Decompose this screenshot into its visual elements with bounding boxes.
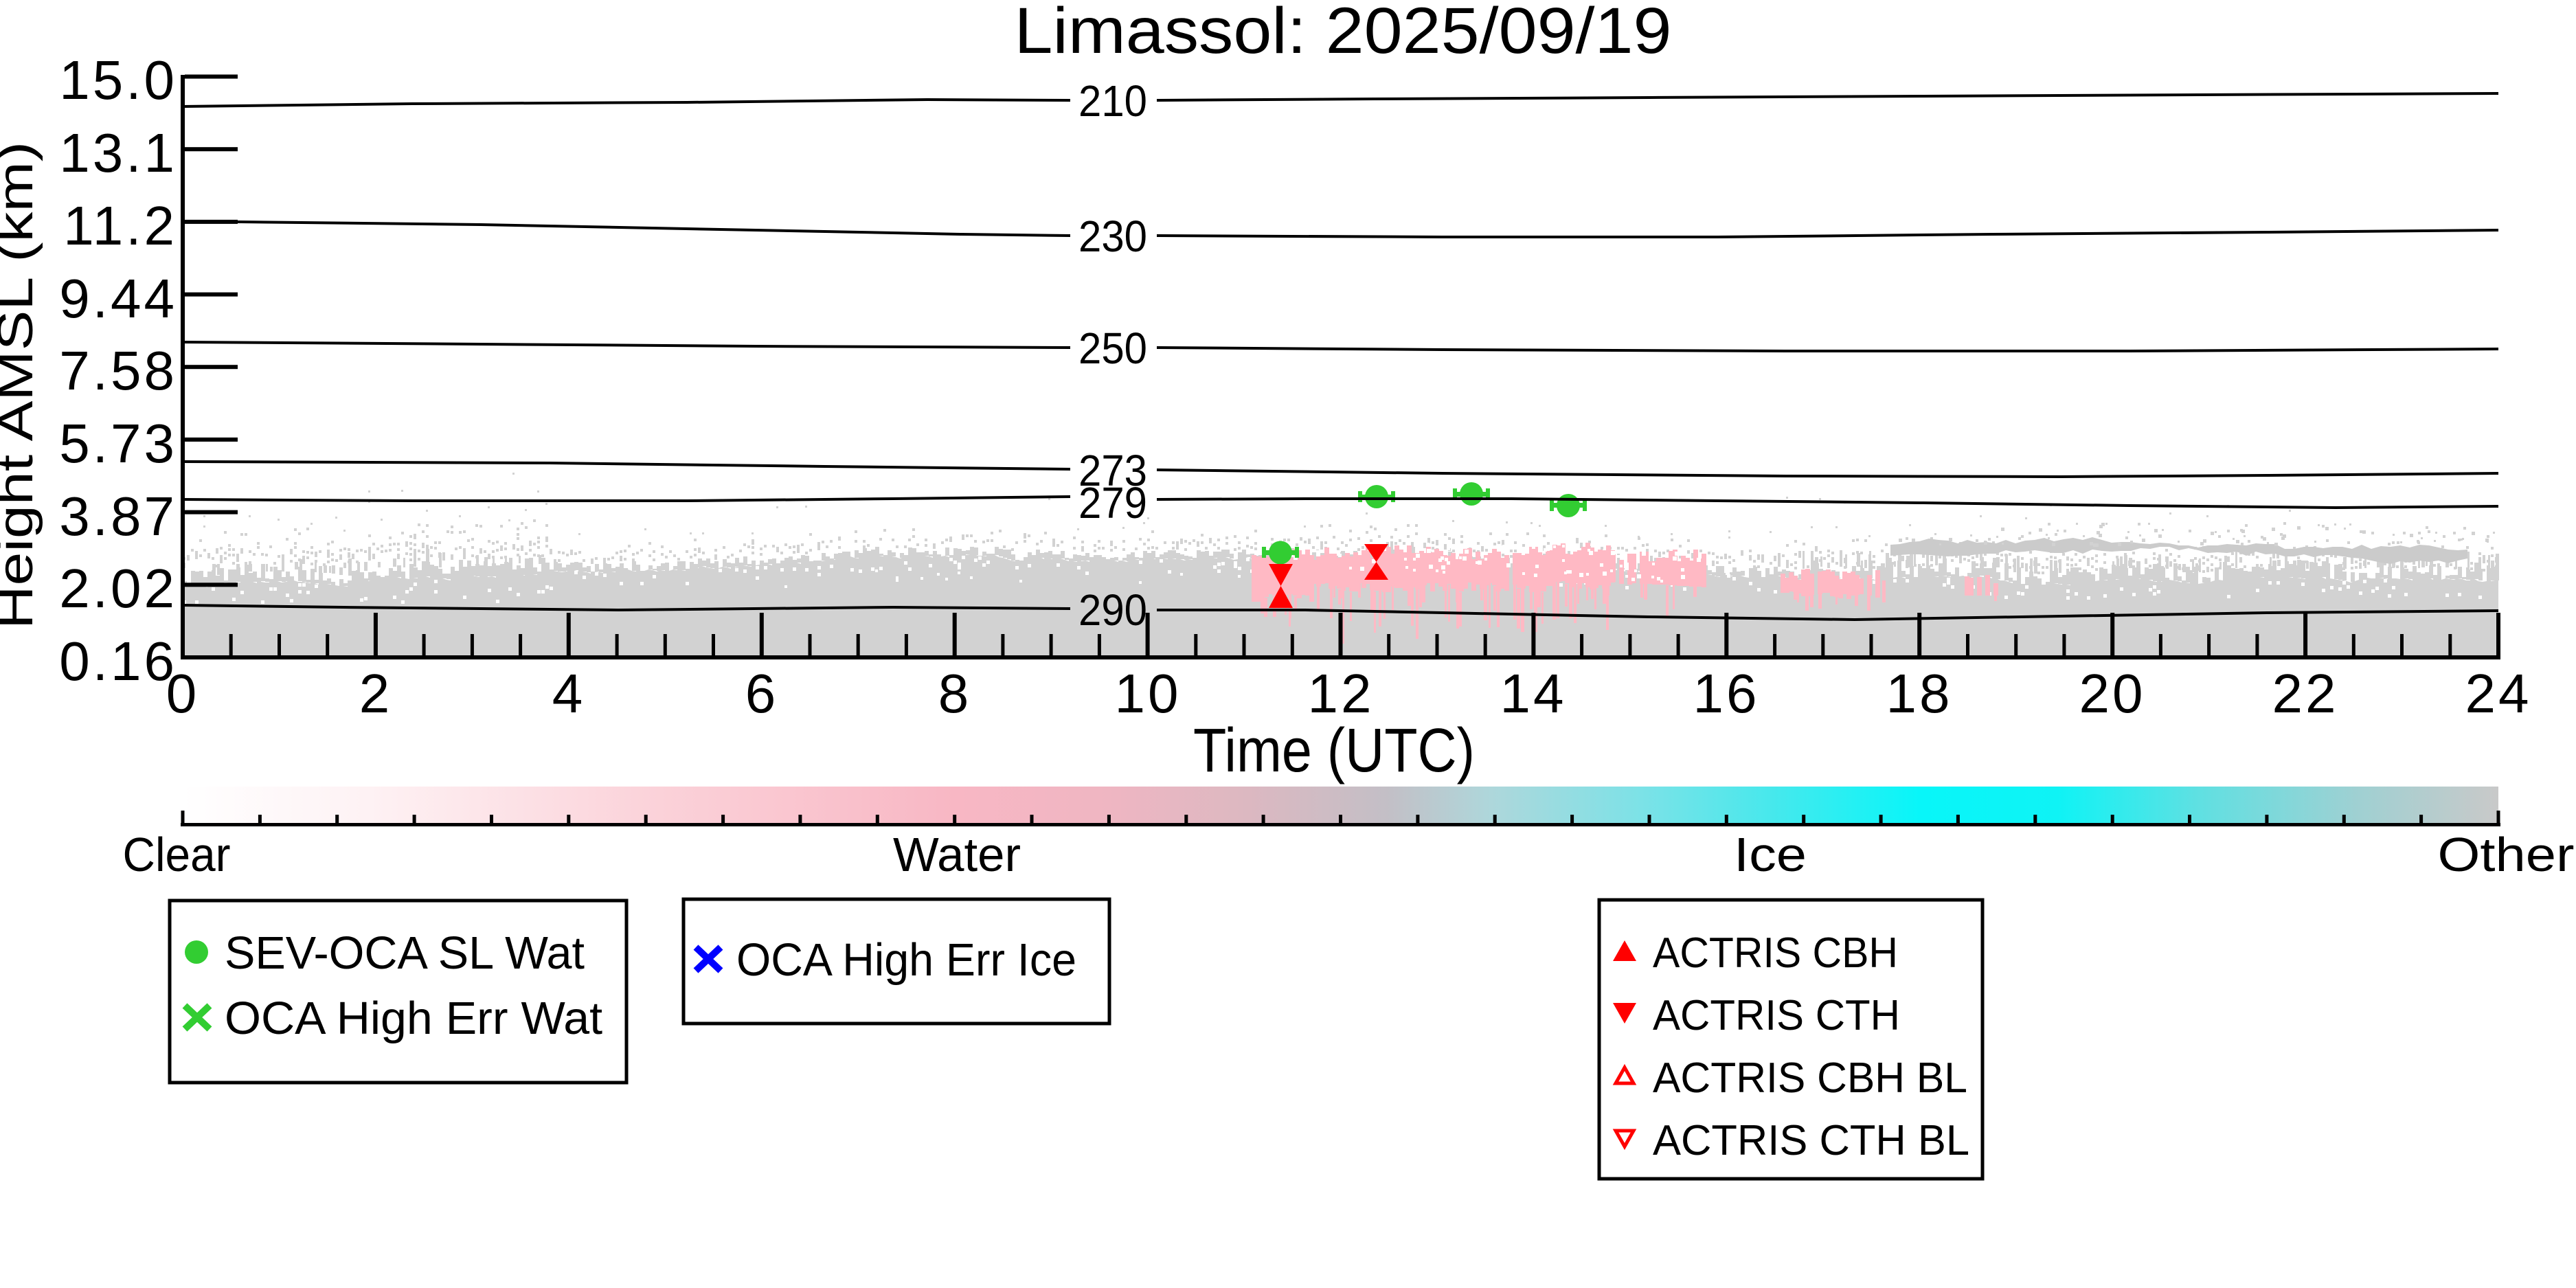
- svg-text:0: 0: [166, 663, 200, 724]
- svg-text:13.1: 13.1: [59, 122, 177, 183]
- svg-text:16: 16: [1693, 663, 1760, 724]
- svg-text:15.0: 15.0: [59, 49, 177, 111]
- svg-text:0.16: 0.16: [59, 631, 177, 692]
- svg-text:Other: Other: [2438, 828, 2575, 881]
- svg-text:6: 6: [745, 663, 779, 724]
- svg-text:22: 22: [2272, 663, 2339, 724]
- svg-text:24: 24: [2465, 663, 2532, 724]
- svg-text:273: 273: [1078, 446, 1147, 495]
- svg-text:OCA High Err Wat: OCA High Err Wat: [225, 993, 602, 1044]
- svg-text:4: 4: [552, 663, 586, 724]
- svg-text:279: 279: [1078, 478, 1147, 528]
- svg-text:250: 250: [1078, 324, 1147, 373]
- svg-text:Ice: Ice: [1734, 828, 1807, 881]
- svg-text:OCA High Err Ice: OCA High Err Ice: [736, 934, 1076, 986]
- svg-text:3.87: 3.87: [59, 486, 177, 547]
- svg-text:8: 8: [938, 663, 972, 724]
- svg-text:2: 2: [359, 663, 393, 724]
- svg-text:9.44: 9.44: [59, 268, 177, 329]
- svg-text:18: 18: [1886, 663, 1953, 724]
- svg-text:Limassol: 2025/09/19: Limassol: 2025/09/19: [1015, 0, 1672, 67]
- svg-text:SEV-OCA SL Wat: SEV-OCA SL Wat: [225, 927, 585, 979]
- svg-text:Water: Water: [893, 828, 1021, 881]
- svg-text:ACTRIS CTH BL: ACTRIS CTH BL: [1653, 1117, 1969, 1164]
- svg-text:Clear: Clear: [123, 828, 231, 881]
- svg-text:ACTRIS CBH BL: ACTRIS CBH BL: [1653, 1054, 1967, 1102]
- svg-text:5.73: 5.73: [59, 413, 177, 474]
- svg-text:14: 14: [1500, 663, 1567, 724]
- svg-text:20: 20: [2079, 663, 2146, 724]
- svg-text:230: 230: [1078, 212, 1147, 261]
- svg-text:10: 10: [1115, 663, 1182, 724]
- svg-text:ACTRIS CTH: ACTRIS CTH: [1653, 992, 1900, 1039]
- svg-text:290: 290: [1078, 585, 1147, 635]
- svg-text:210: 210: [1078, 76, 1147, 126]
- svg-text:11.2: 11.2: [63, 195, 177, 256]
- svg-text:ACTRIS CBH: ACTRIS CBH: [1653, 929, 1898, 977]
- svg-text:Height AMSL (km): Height AMSL (km): [0, 142, 43, 629]
- svg-text:Time (UTC): Time (UTC): [1193, 716, 1475, 785]
- svg-text:12: 12: [1308, 663, 1375, 724]
- svg-text:7.58: 7.58: [59, 340, 177, 401]
- svg-text:2.02: 2.02: [59, 558, 177, 619]
